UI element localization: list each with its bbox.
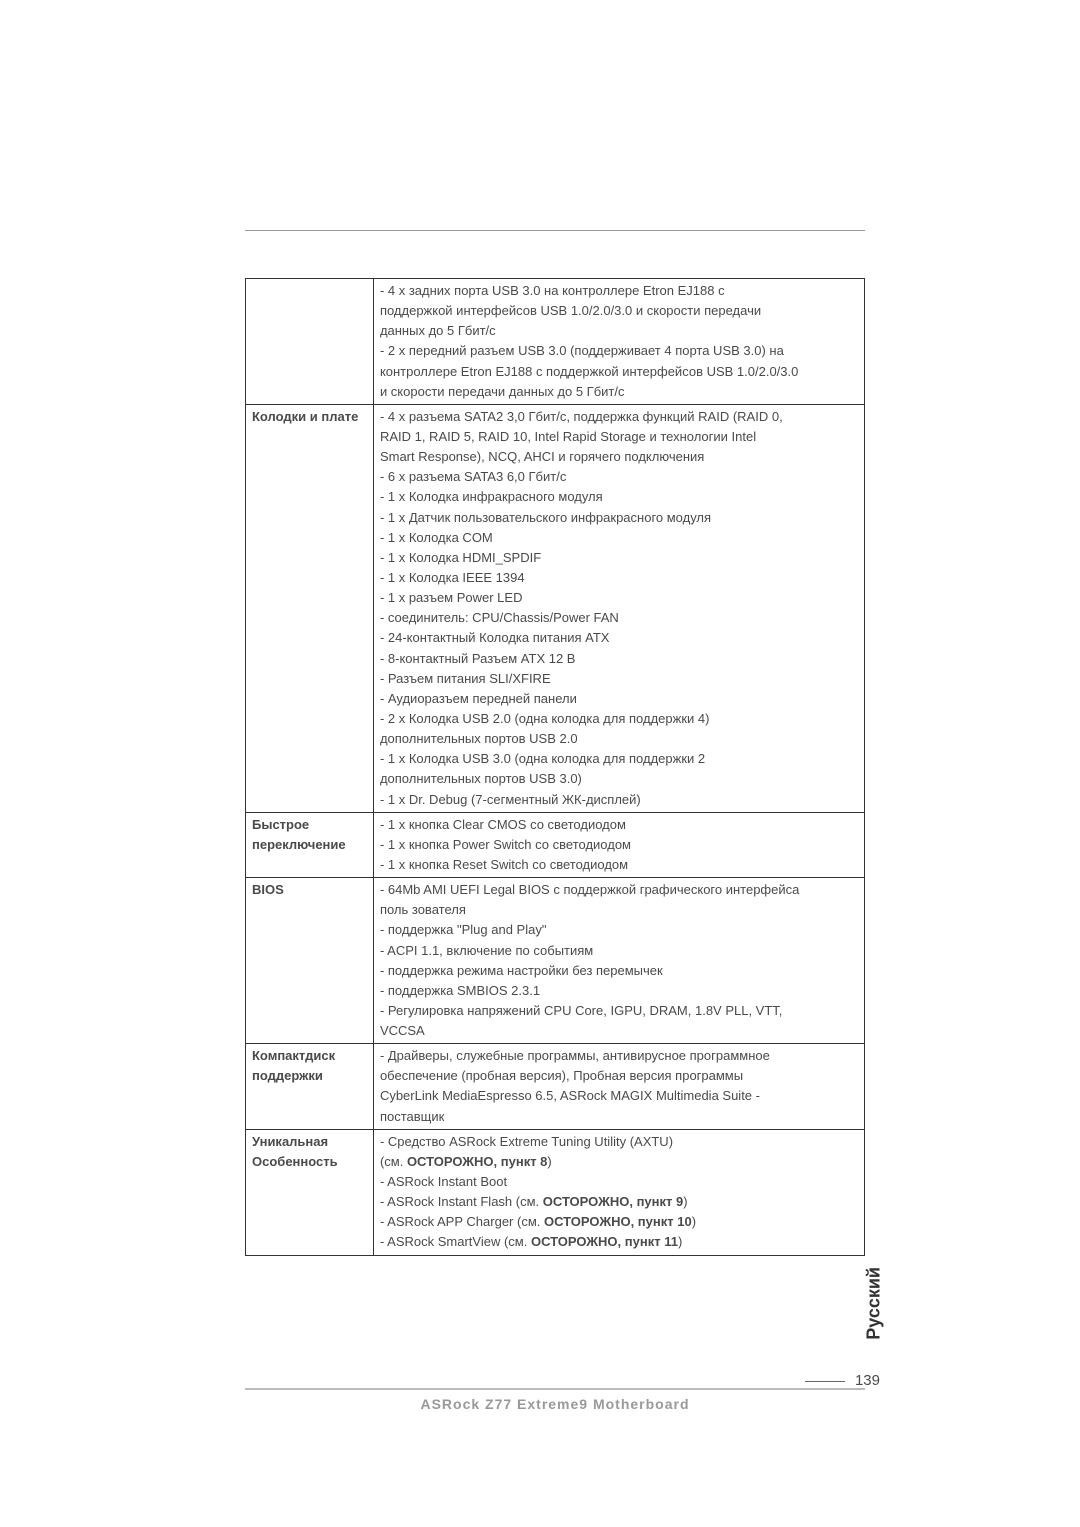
content-line: поль зователя — [380, 900, 860, 920]
table-row: - 4 x задних порта USB 3.0 на контроллер… — [246, 279, 865, 405]
content-line: - соединитель: CPU/Chassis/Power FAN — [380, 608, 860, 628]
content-line: - Средство ASRock Extreme Tuning Utility… — [380, 1132, 860, 1152]
table-row: Колодки и плате - 4 x разъема SATA2 3,0 Г… — [246, 404, 865, 812]
content-line: - 1 x Колодка IEEE 1394 — [380, 568, 860, 588]
row-content: - 4 x задних порта USB 3.0 на контроллер… — [373, 279, 864, 405]
content-line: - Драйверы, служебные программы, антивир… — [380, 1046, 860, 1066]
table-row: Уникальная Особенность - Средство ASRock … — [246, 1129, 865, 1255]
page-number-line — [805, 1381, 845, 1382]
content-line: (см. ОСТОРОЖНО, пункт 8) — [380, 1152, 860, 1172]
row-label: Быстрое переключение — [246, 812, 374, 877]
content-line: - Разъем питания SLI/XFIRE — [380, 669, 860, 689]
content-line: - 1 x разъем Power LED — [380, 588, 860, 608]
content-line: контроллере Etron EJ188 с поддержкой инт… — [380, 362, 860, 382]
spec-table: - 4 x задних порта USB 3.0 на контроллер… — [245, 278, 865, 1256]
content-line: - 1 x Датчик пользовательского инфракрас… — [380, 508, 860, 528]
content-line: - 1 x кнопка Reset Switch со светодиодом — [380, 855, 860, 875]
content-line: - 1 x Колодка USB 3.0 (одна колодка для … — [380, 749, 860, 769]
content-line: CyberLink MediaEspresso 6.5, ASRock MAGI… — [380, 1086, 860, 1106]
content-line: - ASRock SmartView (см. ОСТОРОЖНО, пункт… — [380, 1232, 860, 1252]
content-line: - 64Mb AMI UEFI Legal BIOS с поддержкой … — [380, 880, 860, 900]
row-content: - Средство ASRock Extreme Tuning Utility… — [373, 1129, 864, 1255]
row-label: BIOS — [246, 878, 374, 1044]
language-side-label: Русский — [864, 1267, 885, 1340]
content-line: - 4 x задних порта USB 3.0 на контроллер… — [380, 281, 860, 301]
content-line: Smart Response), NCQ, AHCI и горячего по… — [380, 447, 860, 467]
row-content: - 1 x кнопка Clear CMOS со светодиодом- … — [373, 812, 864, 877]
content-line: данных до 5 Гбит/с — [380, 321, 860, 341]
content-line: - поддержка режима настройки без перемыч… — [380, 961, 860, 981]
page-number: 139 — [805, 1372, 880, 1389]
content-line: поддержкой интерфейсов USB 1.0/2.0/3.0 и… — [380, 301, 860, 321]
content-line: - 1 x Колодка HDMI_SPDIF — [380, 548, 860, 568]
page-content: - 4 x задних порта USB 3.0 на контроллер… — [245, 230, 865, 1256]
content-line: - 24-контактный Колодка питания ATX — [380, 628, 860, 648]
content-line: - 1 x кнопка Clear CMOS со светодиодом — [380, 815, 860, 835]
row-content: - Драйверы, служебные программы, антивир… — [373, 1044, 864, 1130]
content-line: дополнительных портов USB 3.0) — [380, 769, 860, 789]
content-line: - 4 x разъема SATA2 3,0 Гбит/с, поддержк… — [380, 407, 860, 427]
content-line: RAID 1, RAID 5, RAID 10, Intel Rapid Sto… — [380, 427, 860, 447]
content-line: - 8-контактный Разъем ATX 12 В — [380, 649, 860, 669]
footer: ASRock Z77 Extreme9 Motherboard — [245, 1388, 865, 1412]
content-line: дополнительных портов USB 2.0 — [380, 729, 860, 749]
content-line: - поддержка SMBIOS 2.3.1 — [380, 981, 860, 1001]
content-line: - 2 x Колодка USB 2.0 (одна колодка для … — [380, 709, 860, 729]
content-line: - 1 x Колодка инфракрасного модуля — [380, 487, 860, 507]
content-line: VCCSA — [380, 1021, 860, 1041]
content-line: обеспечение (пробная версия), Пробная ве… — [380, 1066, 860, 1086]
spec-table-wrap: - 4 x задних порта USB 3.0 на контроллер… — [245, 278, 865, 1256]
content-line: - ASRock APP Charger (см. ОСТОРОЖНО, пун… — [380, 1212, 860, 1232]
content-line: - 1 x кнопка Power Switch со светодиодом — [380, 835, 860, 855]
content-line: и скорости передачи данных до 5 Гбит/с — [380, 382, 860, 402]
content-line: - ACPI 1.1, включение по событиям — [380, 941, 860, 961]
content-line: - 2 x передний разъем USB 3.0 (поддержив… — [380, 341, 860, 361]
row-label: Колодки и плате — [246, 404, 374, 812]
row-label: Компактдиск поддержки — [246, 1044, 374, 1130]
content-line: - Регулировка напряжений CPU Core, IGPU,… — [380, 1001, 860, 1021]
row-label: Уникальная Особенность — [246, 1129, 374, 1255]
content-line: - Аудиоразъем передней панели — [380, 689, 860, 709]
content-line: - поддержка "Plug and Play" — [380, 920, 860, 940]
content-line: - 6 x разъема SATA3 6,0 Гбит/с — [380, 467, 860, 487]
row-content: - 4 x разъема SATA2 3,0 Гбит/с, поддержк… — [373, 404, 864, 812]
row-label — [246, 279, 374, 405]
page-number-text: 139 — [855, 1372, 880, 1389]
table-row: BIOS - 64Mb AMI UEFI Legal BIOS с поддерж… — [246, 878, 865, 1044]
table-row: Компактдиск поддержки - Драйверы, служебн… — [246, 1044, 865, 1130]
footer-divider — [245, 1388, 865, 1390]
content-line: - 1 x Dr. Debug (7-сегментный ЖК-дисплей… — [380, 790, 860, 810]
row-content: - 64Mb AMI UEFI Legal BIOS с поддержкой … — [373, 878, 864, 1044]
content-line: - ASRock Instant Flash (см. ОСТОРОЖНО, п… — [380, 1192, 860, 1212]
footer-text: ASRock Z77 Extreme9 Motherboard — [245, 1396, 865, 1412]
content-line: - ASRock Instant Boot — [380, 1172, 860, 1192]
table-row: Быстрое переключение- 1 x кнопка Clear C… — [246, 812, 865, 877]
content-line: поставщик — [380, 1107, 860, 1127]
content-line: - 1 x Колодка COM — [380, 528, 860, 548]
